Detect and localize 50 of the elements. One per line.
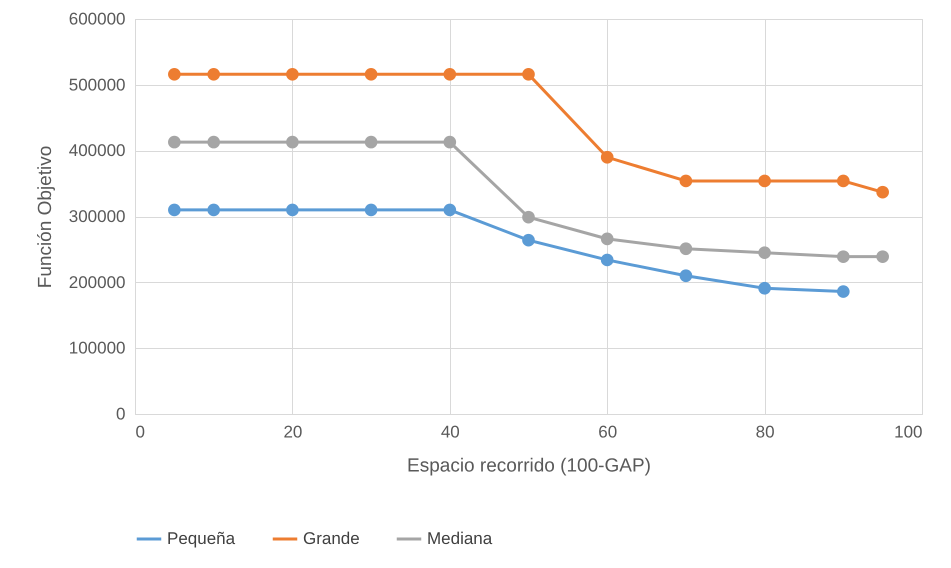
x-tick-label: 60 bbox=[598, 422, 618, 442]
x-axis-title: Espacio recorrido (100-GAP) bbox=[407, 456, 651, 476]
point bbox=[836, 285, 850, 298]
point bbox=[836, 250, 850, 263]
point bbox=[522, 210, 535, 224]
x-tick-label: 20 bbox=[283, 422, 302, 442]
y-tick-label: 400000 bbox=[68, 141, 126, 160]
x-tick-label: 0 bbox=[136, 422, 145, 442]
point bbox=[364, 136, 378, 148]
legend-label: Mediana bbox=[427, 529, 493, 548]
point bbox=[600, 150, 614, 164]
point bbox=[680, 242, 692, 256]
point bbox=[286, 68, 299, 81]
x-tick-label: 100 bbox=[894, 422, 922, 442]
x-tick-label: 80 bbox=[756, 422, 775, 442]
point bbox=[836, 174, 850, 188]
y-axis-title: Función Objetivo bbox=[34, 146, 56, 288]
point bbox=[600, 232, 614, 246]
point bbox=[758, 246, 771, 260]
point bbox=[758, 174, 771, 188]
point bbox=[443, 136, 456, 148]
point bbox=[443, 204, 456, 216]
point bbox=[364, 204, 378, 216]
point bbox=[168, 204, 181, 216]
x-tick-label: 40 bbox=[440, 422, 460, 442]
y-tick-label: 300000 bbox=[68, 207, 126, 226]
point bbox=[364, 68, 378, 81]
y-tick-label: 0 bbox=[116, 404, 126, 424]
point bbox=[168, 136, 181, 148]
point bbox=[207, 136, 220, 148]
point bbox=[758, 282, 771, 295]
point bbox=[207, 204, 220, 216]
point bbox=[286, 136, 299, 148]
point bbox=[522, 234, 535, 247]
y-tick-label: 500000 bbox=[68, 75, 126, 94]
point bbox=[286, 204, 299, 216]
legend-label: Pequeña bbox=[167, 529, 236, 548]
point bbox=[876, 186, 889, 198]
y-tick-label: 600000 bbox=[68, 10, 126, 28]
point bbox=[680, 174, 692, 188]
point bbox=[876, 250, 889, 263]
point bbox=[168, 68, 181, 81]
point bbox=[443, 68, 456, 81]
y-tick-label: 200000 bbox=[68, 272, 126, 292]
y-tick-label: 100000 bbox=[68, 338, 126, 358]
point bbox=[600, 254, 614, 266]
point bbox=[522, 68, 535, 81]
point bbox=[680, 269, 692, 282]
point bbox=[207, 68, 220, 81]
legend-label: Grande bbox=[303, 529, 360, 548]
